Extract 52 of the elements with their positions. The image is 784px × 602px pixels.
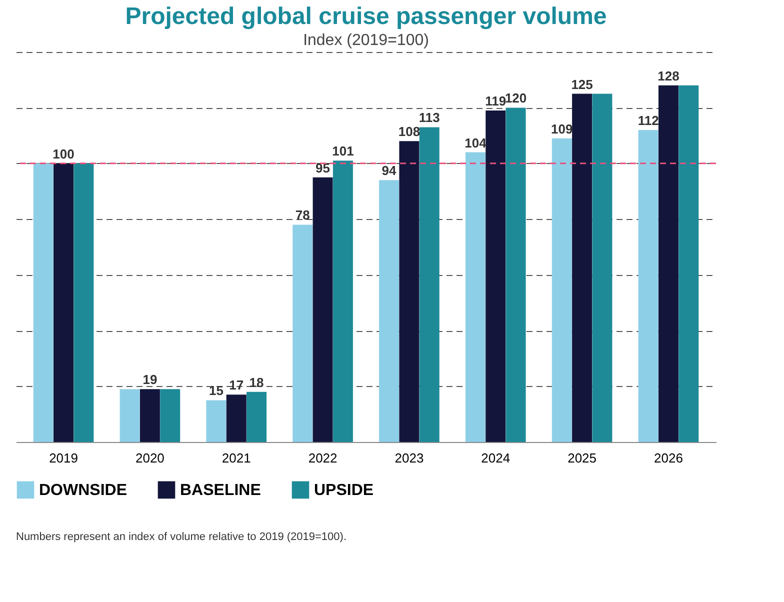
x-tick-label: 2023 (394, 450, 424, 466)
bar (206, 400, 226, 442)
data-label: 101 (332, 144, 354, 159)
x-tick-label: 2019 (49, 450, 78, 466)
bar (465, 152, 486, 442)
bar (486, 110, 506, 442)
data-label: 113 (418, 110, 440, 126)
bar (332, 160, 353, 442)
chart-subtitle: Index (2019=100) (303, 32, 429, 49)
data-label: 120 (504, 90, 527, 106)
bar (120, 389, 140, 442)
data-label: 112 (638, 113, 659, 128)
bar (292, 224, 313, 442)
x-tick-label: 2026 (654, 450, 683, 466)
bar (74, 163, 94, 442)
data-label: 18 (249, 374, 264, 390)
legend-label: DOWNSIDE (39, 482, 128, 499)
bar (54, 163, 74, 442)
bar (506, 108, 526, 442)
bar (552, 138, 572, 442)
bar (399, 141, 420, 442)
data-label: 19 (142, 372, 158, 388)
data-label: 125 (571, 76, 593, 92)
bar (246, 392, 267, 442)
bar (312, 177, 333, 442)
bar (226, 394, 246, 442)
bar (33, 163, 54, 442)
data-label: 128 (658, 68, 680, 84)
legend-label: UPSIDE (314, 482, 374, 499)
bar (140, 389, 160, 442)
data-label: 95 (316, 160, 330, 176)
bar (678, 85, 699, 442)
legend-label: BASELINE (180, 482, 262, 499)
x-tick-label: 2020 (135, 450, 164, 466)
data-label: 94 (382, 163, 398, 178)
data-label: 100 (52, 146, 74, 162)
x-tick-label: 2022 (308, 450, 338, 466)
x-tick-label: 2025 (568, 450, 597, 466)
bar (592, 94, 612, 442)
data-label: 78 (295, 208, 310, 223)
data-label: 119 (485, 94, 506, 108)
bar (379, 180, 400, 442)
chart-title: Projected global cruise passenger volume (125, 3, 607, 30)
bar (572, 94, 592, 442)
bar (419, 127, 440, 442)
bar (160, 389, 180, 442)
bar (638, 130, 658, 442)
bar (658, 85, 678, 442)
data-label: 15 (208, 383, 224, 398)
x-tick-label: 2021 (222, 450, 251, 466)
x-tick-label: 2024 (481, 450, 510, 466)
text: Numbers represent an index of volume relative to 2019 (2019=100). (16, 531, 346, 543)
